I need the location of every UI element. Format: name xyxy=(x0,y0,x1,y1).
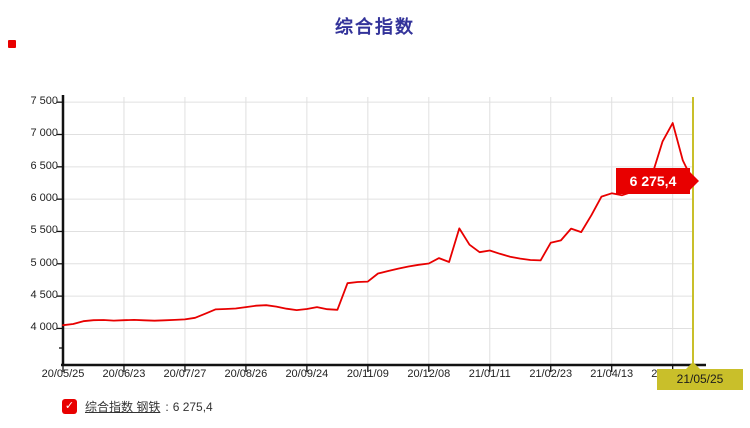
callout-arrow-right-icon xyxy=(690,172,699,190)
cursor-date-text: 21/05/25 xyxy=(676,372,724,386)
x-axis-label: 20/07/27 xyxy=(163,368,207,380)
x-axis-label: 20/08/26 xyxy=(224,368,268,380)
y-axis-label: 7 500 xyxy=(30,95,58,108)
x-axis-label: 20/09/24 xyxy=(285,368,329,380)
x-axis-label: 21/04/13 xyxy=(590,368,634,380)
x-axis-label: 20/12/08 xyxy=(407,368,451,380)
x-axis-label: 20/11/09 xyxy=(346,368,389,380)
index-line-series xyxy=(62,122,694,327)
y-axis-label: 5 500 xyxy=(30,224,58,237)
chart-title: 综合指数 xyxy=(335,17,415,38)
last-value-callout: 6 275,4 xyxy=(616,168,699,194)
legend-separator: : xyxy=(165,399,169,414)
x-axis-label: 20/06/23 xyxy=(102,368,146,380)
y-axis-label: 6 000 xyxy=(30,192,58,205)
y-axis-label: 7 000 xyxy=(30,127,58,140)
cursor-date-label: 21/05/25 xyxy=(657,362,743,390)
callout-arrow-up-icon xyxy=(686,362,700,369)
red-marker-icon xyxy=(8,40,16,48)
last-value-callout-text: 6 275,4 xyxy=(629,173,677,189)
x-axis-label: 20/05/25 xyxy=(41,368,85,380)
y-axis-label: 4 500 xyxy=(30,289,58,302)
x-axis-label: 21/01/11 xyxy=(468,368,511,380)
x-axis-label: 21/02/23 xyxy=(529,368,573,380)
y-axis-label: 6 500 xyxy=(30,159,58,172)
chart-legend: ✓ 综合指数 钢铁 : 6 275,4 xyxy=(62,398,213,415)
legend-series-link[interactable]: 综合指数 钢铁 xyxy=(85,400,161,414)
y-axis-label: 4 000 xyxy=(30,321,58,334)
legend-checkbox[interactable]: ✓ xyxy=(62,399,77,414)
legend-series-value: 6 275,4 xyxy=(172,399,213,414)
y-axis-label: 5 000 xyxy=(30,256,58,269)
